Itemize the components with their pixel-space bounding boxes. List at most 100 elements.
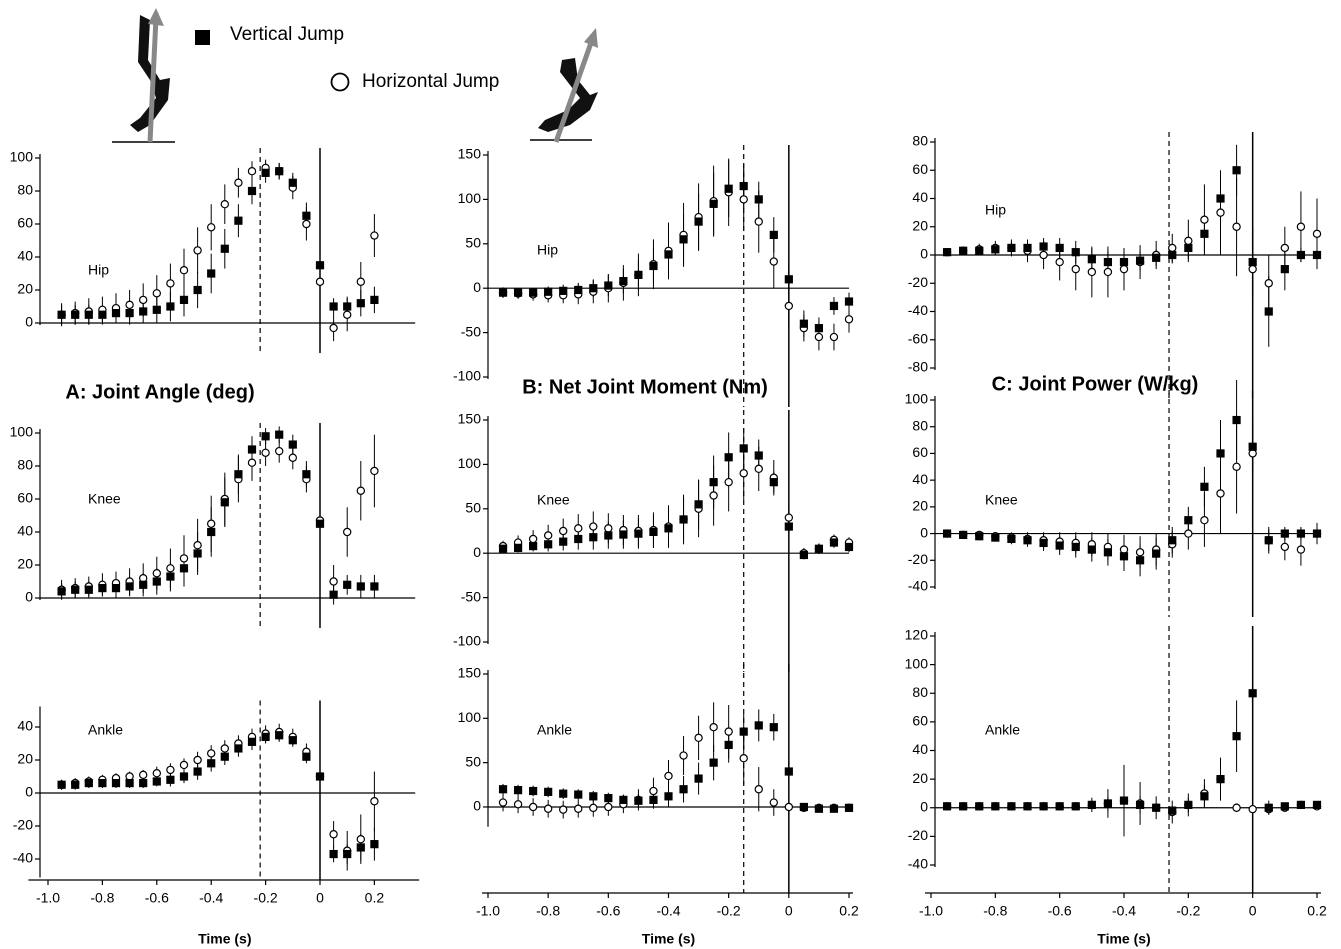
marker-square [784, 275, 793, 284]
y-tick-label: 80 [17, 457, 33, 473]
marker-circle [604, 802, 613, 812]
marker-square [356, 299, 365, 308]
marker-circle [1280, 243, 1290, 253]
marker-circle [1248, 264, 1257, 274]
marker-square [1264, 536, 1273, 545]
y-tick-label: 150 [458, 411, 482, 427]
marker-circle [356, 486, 365, 495]
marker-square [574, 285, 583, 295]
marker-square [234, 216, 243, 225]
y-tick-label: 40 [912, 189, 928, 205]
y-tick-label: 100 [10, 424, 34, 440]
marker-square [1184, 243, 1193, 253]
marker-square [769, 230, 778, 240]
marker-circle [513, 800, 523, 809]
y-tick-label: 120 [905, 627, 929, 643]
y-tick-label: -50 [461, 323, 481, 339]
marker-square [125, 582, 134, 591]
marker-square [942, 529, 952, 538]
marker-square [1071, 248, 1080, 257]
marker-square [694, 217, 703, 226]
marker-square [694, 774, 703, 783]
marker-square [370, 295, 379, 304]
marker-circle [784, 301, 794, 311]
y-tick-label: 20 [912, 498, 928, 514]
marker-square [1152, 549, 1161, 558]
marker-square [814, 324, 824, 333]
y-tick-label: 20 [17, 556, 33, 572]
marker-square [814, 804, 824, 813]
marker-circle [247, 166, 257, 176]
x-tick-label: -1.0 [36, 890, 60, 906]
marker-square [179, 772, 189, 781]
marker-circle [1135, 548, 1145, 557]
marker-square [356, 843, 365, 852]
marker-circle [498, 798, 508, 807]
leg-icon-vertical [112, 8, 175, 143]
marker-circle [261, 448, 270, 457]
joint-label: Ankle [537, 722, 572, 738]
marker-square [769, 723, 778, 732]
joint-label: Ankle [88, 722, 123, 738]
marker-square [84, 585, 93, 594]
marker-square [356, 582, 365, 591]
x-tick-label: -0.4 [199, 890, 223, 906]
marker-square [1216, 449, 1225, 458]
y-tick-label: 100 [905, 655, 929, 671]
marker-square [634, 529, 643, 538]
y-tick-label: 50 [465, 235, 481, 251]
marker-square [1264, 803, 1273, 812]
marker-circle [784, 513, 794, 522]
marker-square [220, 244, 229, 253]
marker-square [193, 767, 202, 776]
marker-square [544, 287, 553, 296]
marker-square [125, 778, 134, 788]
panel-title: C: Joint Power (W/kg) [992, 373, 1199, 395]
marker-circle [1232, 222, 1241, 231]
joint-label: Knee [88, 491, 121, 507]
marker-circle [356, 835, 365, 844]
marker-square [71, 310, 80, 319]
marker-square [574, 790, 583, 799]
marker-circle [1200, 215, 1209, 224]
marker-square [559, 789, 568, 798]
x-tick-label: 0.2 [839, 903, 859, 919]
y-tick-label: 100 [458, 709, 482, 725]
marker-square [634, 270, 643, 279]
y-tick-label: -100 [453, 368, 481, 384]
marker-circle [193, 541, 202, 550]
marker-circle [220, 199, 229, 209]
joint-label: Hip [88, 262, 109, 278]
marker-square [139, 307, 148, 316]
marker-square [664, 250, 673, 259]
marker-square [343, 302, 352, 311]
x-tick-label: -0.4 [1112, 903, 1136, 919]
marker-square [234, 470, 243, 479]
marker-square [604, 531, 613, 540]
marker-square [942, 802, 952, 811]
marker-square [261, 732, 270, 742]
marker-circle [1168, 243, 1177, 253]
marker-circle [138, 295, 148, 305]
marker-circle [1248, 804, 1257, 814]
marker-square [288, 440, 297, 449]
marker-circle [1119, 264, 1129, 274]
marker-circle [179, 266, 189, 275]
marker-square [329, 849, 338, 859]
marker-circle [125, 300, 134, 310]
marker-square [261, 432, 270, 441]
marker-circle [1248, 449, 1257, 458]
marker-square [754, 195, 763, 204]
marker-square [589, 284, 598, 293]
marker-circle [784, 802, 794, 812]
marker-square [799, 550, 808, 560]
x-tick-label: -0.8 [536, 903, 560, 919]
y-tick-label: -20 [908, 551, 928, 567]
y-tick-label: 60 [912, 161, 928, 177]
marker-square [513, 786, 523, 795]
y-tick-label: 100 [905, 391, 929, 407]
marker-square [991, 533, 1000, 542]
marker-square [1023, 536, 1032, 545]
marker-square [1248, 257, 1257, 267]
marker-circle [814, 332, 824, 342]
